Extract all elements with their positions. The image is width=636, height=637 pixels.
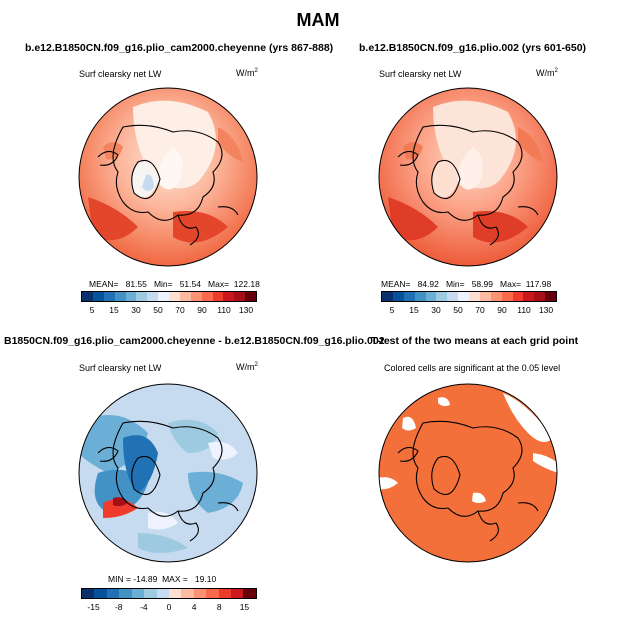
colorbar-swatch: [212, 292, 224, 301]
colorbar-tick-label: 90: [197, 305, 207, 315]
panel3-colorbar-labels: -15 -8 -4 0 4 8 15: [81, 602, 255, 612]
colorbar-swatch: [414, 292, 426, 301]
colorbar-tick-label: 70: [175, 305, 185, 315]
colorbar-swatch: [190, 292, 202, 301]
colorbar-tick-label: 15: [109, 305, 119, 315]
panel1-colorbar-labels: 5 15 30 50 70 90 110 130: [81, 305, 255, 315]
colorbar-swatch: [545, 292, 556, 301]
colorbar-tick-label: 0: [166, 602, 172, 612]
colorbar-tick-label: 70: [475, 305, 485, 315]
panel3-title: B1850CN.f09_g16.plio_cam2000.cheyenne - …: [4, 335, 385, 347]
colorbar-swatch: [106, 589, 120, 598]
colorbar-swatch: [501, 292, 513, 301]
colorbar-swatch: [447, 292, 459, 301]
colorbar-swatch: [403, 292, 415, 301]
figure-title: MAM: [296, 10, 340, 30]
panel3-variable-label: Surf clearsky net LW: [79, 363, 162, 373]
panel3-polar-map: [78, 383, 258, 563]
panel1-variable-label: Surf clearsky net LW: [79, 69, 162, 79]
colorbar-swatch: [125, 292, 137, 301]
colorbar-swatch: [425, 292, 437, 301]
colorbar-swatch: [136, 292, 148, 301]
panel2-variable-label: Surf clearsky net LW: [379, 69, 462, 79]
panel1-stats: MEAN= 81.55 Min= 51.54 Max= 122.18: [89, 279, 260, 289]
colorbar-swatch: [94, 589, 107, 598]
colorbar-swatch: [179, 292, 191, 301]
colorbar-tick-label: 130: [238, 305, 254, 315]
colorbar-swatch: [392, 292, 404, 301]
panel3-stats: MIN = -14.89 MAX = 19.10: [108, 574, 217, 584]
colorbar-swatch: [245, 292, 256, 301]
colorbar-swatch: [201, 292, 213, 301]
colorbar-swatch: [469, 292, 480, 301]
colorbar-swatch: [103, 292, 115, 301]
colorbar-tick-label: 5: [89, 305, 95, 315]
panel4-polar-map: [378, 383, 558, 563]
colorbar-swatch: [231, 589, 244, 598]
colorbar-swatch: [82, 292, 93, 301]
colorbar-swatch: [234, 292, 246, 301]
panel1-polar-map: [78, 87, 258, 267]
colorbar-swatch: [193, 589, 207, 598]
colorbar-tick-label: 110: [217, 305, 231, 315]
panel2-polar-map: [378, 87, 558, 267]
colorbar-tick-label: 50: [153, 305, 163, 315]
colorbar-swatch: [147, 292, 159, 301]
colorbar-swatch: [243, 589, 256, 598]
colorbar-tick-label: 8: [216, 602, 222, 612]
panel1-title: b.e12.B1850CN.f09_g16.plio_cam2000.cheye…: [25, 42, 334, 54]
colorbar-tick-label: 90: [497, 305, 507, 315]
colorbar-swatch: [168, 589, 182, 598]
colorbar-swatch: [512, 292, 524, 301]
panel3-units-label: W/m2: [236, 362, 258, 372]
colorbar-swatch: [534, 292, 546, 301]
colorbar-swatch: [458, 292, 469, 301]
panel2-units-label: W/m2: [536, 68, 558, 78]
panel2-stats: MEAN= 84.92 Min= 58.99 Max= 117.98: [381, 279, 552, 289]
panel2-colorbar-labels: 5 15 30 50 70 90 110 130: [381, 305, 555, 315]
colorbar-tick-label: 30: [431, 305, 441, 315]
panel1-units-label: W/m2: [236, 68, 258, 78]
colorbar-swatch: [131, 589, 145, 598]
panel1-colorbar: [81, 291, 257, 302]
colorbar-tick-label: 5: [389, 305, 395, 315]
colorbar-swatch: [523, 292, 535, 301]
colorbar-tick-label: 15: [409, 305, 419, 315]
colorbar-swatch: [82, 589, 95, 598]
colorbar-swatch: [436, 292, 448, 301]
colorbar-swatch: [223, 292, 235, 301]
colorbar-swatch: [181, 589, 194, 598]
colorbar-swatch: [158, 292, 169, 301]
colorbar-swatch: [156, 589, 169, 598]
colorbar-tick-label: 130: [538, 305, 554, 315]
colorbar-swatch: [119, 589, 132, 598]
colorbar-swatch: [92, 292, 104, 301]
panel2-title: b.e12.B1850CN.f09_g16.plio.002 (yrs 601-…: [359, 42, 587, 54]
colorbar-tick-label: 15: [239, 602, 250, 612]
colorbar-tick-label: -4: [140, 602, 148, 612]
colorbar-tick-label: -8: [114, 602, 123, 612]
colorbar-swatch: [218, 589, 232, 598]
colorbar-tick-label: 50: [453, 305, 463, 315]
colorbar-swatch: [490, 292, 502, 301]
colorbar-swatch: [206, 589, 219, 598]
colorbar-swatch: [114, 292, 126, 301]
colorbar-tick-label: 4: [191, 602, 197, 612]
panel4-significance-label: Colored cells are significant at the 0.0…: [384, 363, 561, 373]
colorbar-swatch: [479, 292, 491, 301]
colorbar-tick-label: 30: [131, 305, 141, 315]
colorbar-swatch: [144, 589, 157, 598]
colorbar-swatch: [169, 292, 180, 301]
colorbar-tick-label: 110: [517, 305, 531, 315]
colorbar-swatch: [382, 292, 393, 301]
panel4-title: T-test of the two means at each grid poi…: [371, 335, 579, 347]
panel3-colorbar: [81, 588, 257, 599]
colorbar-tick-label: -15: [87, 602, 100, 612]
panel2-colorbar: [381, 291, 557, 302]
